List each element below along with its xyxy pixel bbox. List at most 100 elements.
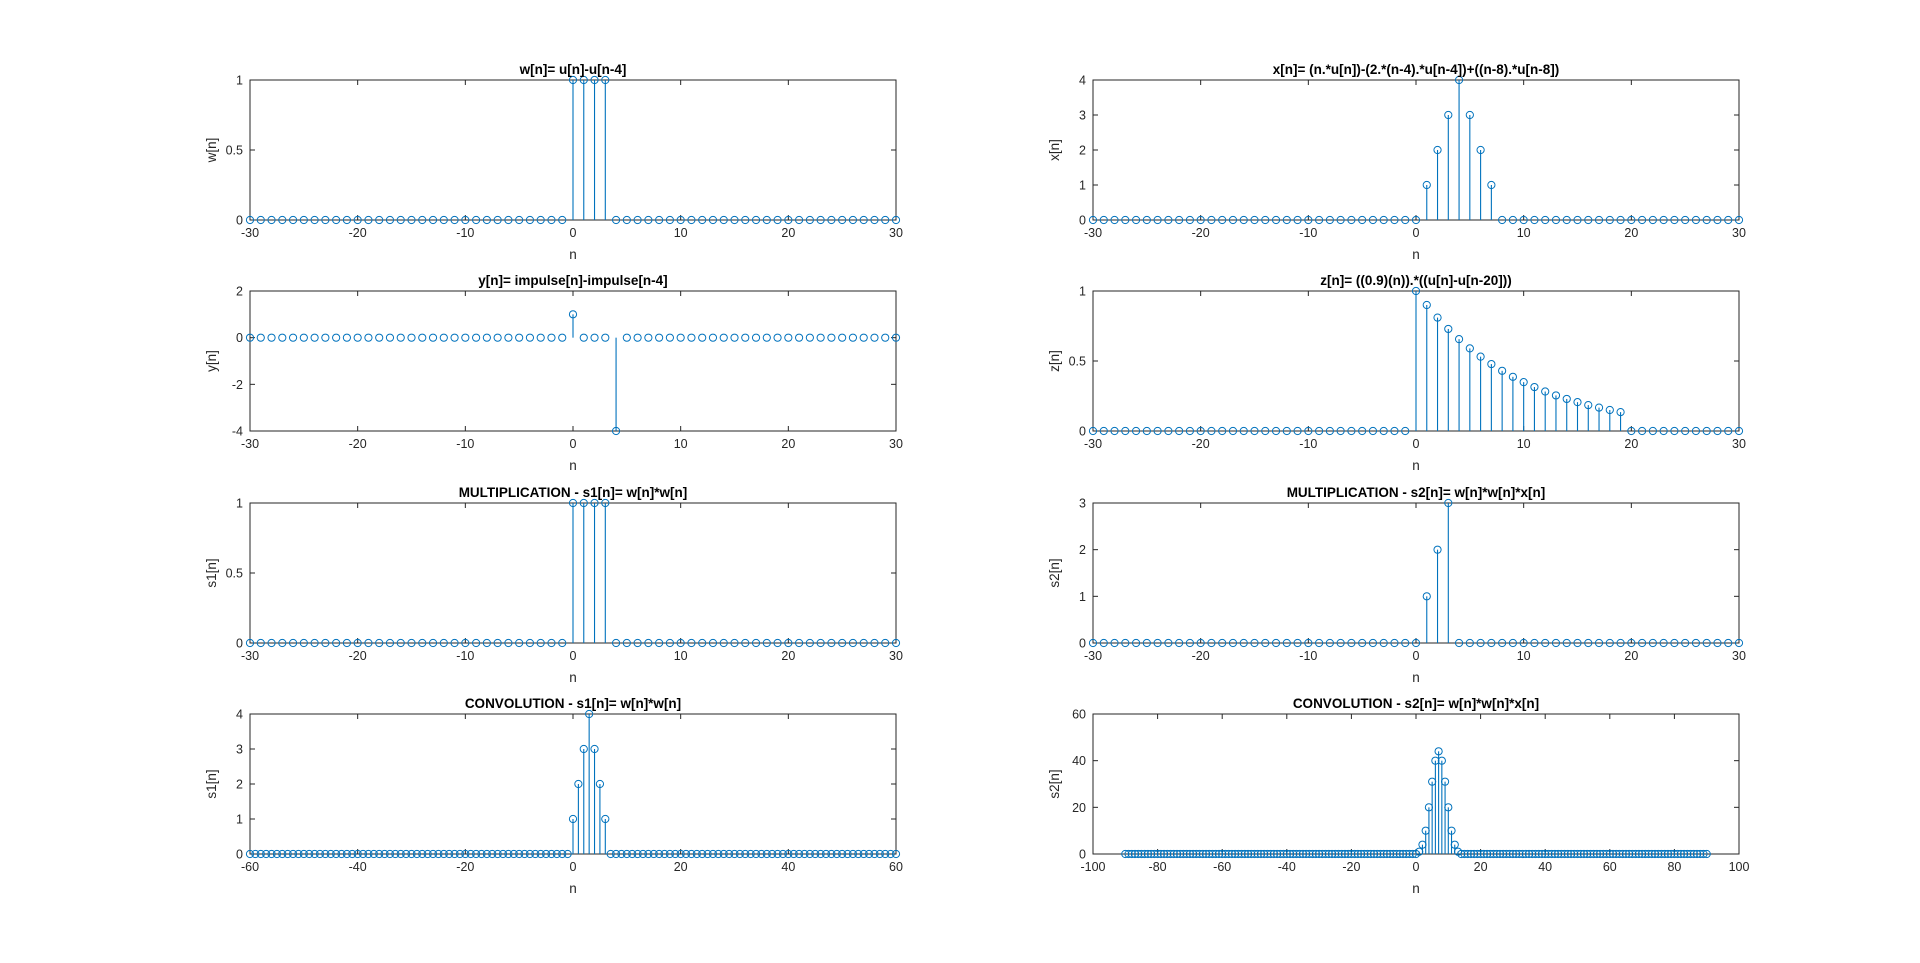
x-tick-label: -20: [1342, 860, 1360, 874]
stem-marker: [1142, 215, 1151, 225]
stem-marker: [445, 849, 454, 859]
stem-marker: [1724, 638, 1733, 648]
stem-marker: [1589, 849, 1598, 859]
stem-marker: [859, 333, 868, 342]
stem-marker: [1498, 366, 1507, 375]
stem-marker: [267, 849, 276, 859]
stem-marker: [256, 215, 265, 225]
x-tick-label: 20: [1624, 226, 1638, 240]
stem-marker: [1358, 215, 1367, 225]
stem-marker: [278, 849, 287, 859]
stem-marker: [1282, 215, 1291, 225]
stem-marker: [1110, 638, 1119, 648]
stem-marker: [251, 849, 260, 859]
stem-marker: [1631, 849, 1640, 859]
stem-marker: [1647, 849, 1656, 859]
subplot-title: CONVOLUTION - s2[n]= w[n]*w[n]*x[n]: [1293, 696, 1539, 711]
stem-marker: [418, 638, 427, 648]
stem-marker: [1282, 426, 1291, 436]
stem-marker: [1131, 426, 1141, 436]
x-tick-label: 30: [889, 226, 903, 240]
stem-marker: [1305, 849, 1314, 859]
x-tick-label: -20: [1192, 226, 1210, 240]
stem-marker: [1293, 426, 1302, 436]
stem-marker: [805, 333, 814, 342]
stem-marker: [595, 779, 605, 789]
stem-marker: [1239, 638, 1248, 648]
stem-marker: [1207, 426, 1216, 436]
subplot-title: x[n]= (n.*u[n])-(2.*(n-4).*u[n-4])+((n-8…: [1273, 62, 1559, 77]
stem-marker: [1324, 849, 1333, 859]
x-tick-label: 10: [1517, 226, 1531, 240]
stem-marker: [1368, 215, 1378, 225]
axes-box: [1092, 79, 1740, 221]
stem-marker: [1724, 426, 1733, 436]
stem-marker: [563, 849, 572, 859]
stem-marker: [1260, 849, 1269, 859]
stem-marker: [784, 849, 793, 859]
stem-marker: [708, 849, 718, 859]
stem-marker: [1702, 638, 1711, 648]
stem-marker: [1182, 849, 1191, 859]
stem-marker: [611, 849, 621, 859]
stem-marker: [310, 638, 319, 648]
subplot-title: w[n]= u[n]-u[n-4]: [519, 62, 627, 77]
stem-marker: [1311, 849, 1320, 859]
stem-marker: [364, 215, 373, 225]
stem-marker: [332, 849, 341, 859]
stem-marker: [493, 638, 502, 648]
stem-marker: [1544, 849, 1553, 859]
stem-marker: [1531, 849, 1540, 859]
stem-marker: [342, 849, 351, 859]
stem-marker: [310, 215, 319, 225]
stem-marker: [1508, 849, 1518, 859]
stem-marker: [708, 215, 718, 225]
stem-marker: [1366, 849, 1375, 859]
stem-marker: [1444, 324, 1453, 334]
stem-marker: [1689, 849, 1698, 859]
stem-marker: [1667, 849, 1676, 859]
stem-marker: [1692, 849, 1702, 859]
stem-marker: [461, 849, 470, 859]
stem-marker: [1159, 849, 1169, 859]
stem-marker: [396, 333, 405, 342]
stem-marker: [1304, 426, 1313, 436]
stem-marker: [1616, 408, 1625, 417]
stem-marker: [396, 215, 405, 225]
y-tick-label: 0.5: [226, 144, 243, 158]
stem-marker: [671, 849, 680, 859]
x-tick-label: 0: [1413, 860, 1420, 874]
stem-marker: [418, 333, 427, 342]
stem-marker: [547, 215, 556, 225]
stem-marker: [1454, 638, 1464, 648]
y-tick-label: 0: [1079, 425, 1086, 439]
stem-marker: [256, 333, 265, 342]
stem-marker: [439, 849, 448, 859]
stem-marker: [1734, 638, 1744, 648]
stem-marker: [1411, 638, 1421, 648]
stem-marker: [1528, 849, 1537, 859]
stem-marker: [472, 849, 481, 859]
x-axis-label: n: [1412, 247, 1420, 262]
stem-marker: [1450, 840, 1459, 849]
stem-marker: [1681, 426, 1690, 436]
stem-marker: [1207, 638, 1216, 648]
stem-marker: [380, 849, 389, 859]
stem-marker: [1344, 849, 1353, 859]
stem-marker: [655, 333, 664, 342]
stem-marker: [1465, 110, 1474, 120]
stem-marker: [1594, 403, 1604, 412]
stem-marker: [730, 638, 739, 648]
stem-marker: [1454, 335, 1464, 344]
stem-marker: [1179, 849, 1188, 859]
stem-marker: [848, 215, 858, 225]
stem-marker: [1519, 638, 1528, 648]
stem-marker: [590, 333, 599, 342]
stem-marker: [1530, 382, 1539, 392]
stem-marker: [256, 849, 265, 859]
stem-marker: [773, 638, 782, 648]
stem-marker: [1088, 638, 1098, 648]
stem-marker: [1110, 215, 1119, 225]
x-tick-label: 0: [570, 649, 577, 663]
stem-marker: [698, 215, 707, 225]
